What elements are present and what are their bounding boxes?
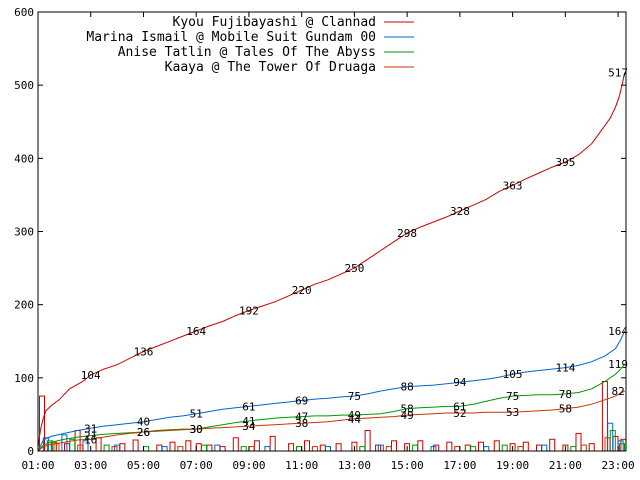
data-label: 517 [608, 67, 628, 80]
data-label: 114 [555, 362, 575, 375]
data-label: 78 [559, 388, 572, 401]
data-label: 53 [506, 406, 519, 419]
data-label: 88 [400, 381, 413, 394]
lines-layer [37, 72, 626, 452]
x-tick-label: 09:00 [232, 459, 265, 472]
y-tick-label: 0 [27, 445, 34, 458]
legend-label: Marina Ismail @ Mobile Suit Gundam 00 [86, 30, 376, 45]
x-tick-label: 03:00 [74, 459, 107, 472]
data-label: 69 [295, 395, 308, 408]
x-tick-label: 13:00 [338, 459, 371, 472]
data-label: 21 [84, 430, 97, 443]
data-label: 26 [137, 426, 150, 439]
data-label: 94 [453, 376, 467, 389]
data-label: 51 [190, 408, 203, 421]
data-label: 49 [348, 409, 361, 422]
data-label: 61 [453, 400, 466, 413]
series-line-2 [37, 363, 626, 452]
series-line-1 [37, 330, 626, 452]
data-label: 75 [348, 390, 361, 403]
y-tick-label: 600 [14, 6, 34, 19]
data-label: 16 [84, 433, 97, 446]
data-label: 105 [503, 368, 523, 381]
y-tick-label: 300 [14, 226, 34, 239]
legend-label: Anise Tatlin @ Tales Of The Abyss [118, 45, 376, 60]
y-tick-label: 200 [14, 299, 34, 312]
data-label: 250 [344, 262, 364, 275]
data-label: 104 [81, 369, 101, 382]
data-label: 164 [608, 325, 628, 338]
x-tick-label: 05:00 [127, 459, 160, 472]
data-label: 30 [190, 423, 203, 436]
data-label: 328 [450, 205, 470, 218]
x-tick-label: 19:00 [496, 459, 529, 472]
data-label: 41 [242, 415, 255, 428]
y-tick-label: 400 [14, 152, 34, 165]
y-tick-label: 500 [14, 79, 34, 92]
x-tick-label: 15:00 [391, 459, 424, 472]
data-label: 363 [503, 179, 523, 192]
axes-layer: 0 100 200 300 400 500 600 01:00 03:00 05:00 07:00 0… [14, 6, 635, 472]
labels-layer: 104 136 164 192 220 250 298 328 363 395 517 31 40 51 6… [81, 67, 629, 447]
x-tick-label: 01:00 [21, 459, 54, 472]
data-label: 49 [400, 409, 413, 422]
data-label: 38 [295, 417, 308, 430]
data-label: 395 [555, 156, 575, 169]
data-label: 75 [506, 390, 519, 403]
data-label: 44 [348, 413, 362, 426]
data-label: 31 [84, 422, 97, 435]
data-label: 58 [559, 403, 572, 416]
data-label: 164 [186, 325, 206, 338]
legend-label: Kyou Fujibayashi @ Clannad [173, 15, 377, 30]
data-label: 298 [397, 227, 417, 240]
series-line-3 [37, 390, 625, 452]
data-label: 26 [137, 426, 150, 439]
x-tick-label: 23:00 [602, 459, 635, 472]
data-label: 61 [242, 400, 255, 413]
data-label: 47 [295, 411, 308, 424]
data-label: 34 [242, 420, 256, 433]
x-tick-label: 11:00 [285, 459, 318, 472]
data-label: 136 [134, 346, 154, 359]
series-line-0 [37, 72, 626, 448]
data-label: 220 [292, 284, 312, 297]
x-tick-label: 17:00 [443, 459, 476, 472]
data-label: 52 [453, 407, 466, 420]
data-label: 30 [190, 423, 203, 436]
x-tick-label: 07:00 [180, 459, 213, 472]
y-tick-label: 100 [14, 372, 34, 385]
data-label: 82 [611, 385, 624, 398]
data-label: 192 [239, 305, 259, 318]
legend-label: Kaaya @ The Tower Of Druaga [165, 60, 376, 75]
data-label: 58 [400, 403, 413, 416]
data-label: 40 [137, 416, 150, 429]
x-tick-label: 21:00 [549, 459, 582, 472]
data-label: 119 [608, 358, 628, 371]
